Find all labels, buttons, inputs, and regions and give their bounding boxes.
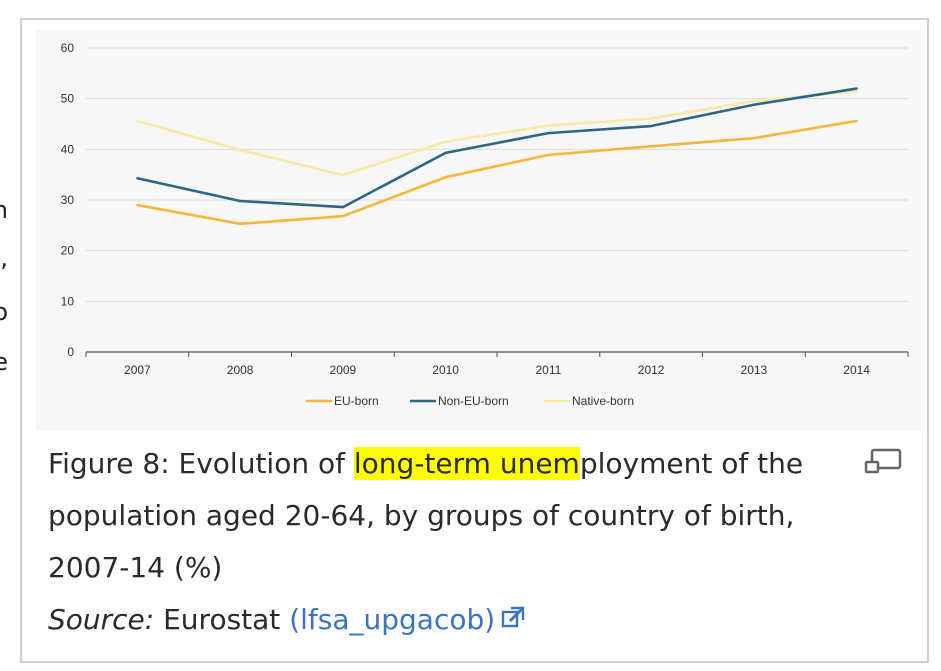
y-tick-label: 0 [67, 345, 74, 359]
series-line-non-eu-born [137, 87, 857, 209]
x-tick-label: 2014 [843, 363, 870, 377]
left-fragment: n [0, 196, 8, 224]
data-point [547, 153, 550, 157]
chart-area: 0 10 20 30 40 50 60 2007 2008 2009 2010 2011 2012 20… [36, 30, 921, 430]
caption-rest: ployment of the population aged 20-64, b… [48, 447, 804, 584]
x-axis-ticks: 2007 2008 2009 2010 2011 2012 2013 2014 [124, 363, 870, 377]
data-point [752, 100, 756, 103]
data-point [649, 124, 653, 128]
legend-label: EU-born [334, 394, 379, 408]
data-point [341, 205, 345, 209]
source-label: Source: [48, 603, 155, 636]
data-point [444, 140, 447, 143]
series-line-native-born [137, 89, 857, 177]
data-point [649, 145, 653, 148]
data-point [136, 203, 139, 207]
data-point [136, 119, 139, 123]
x-tick-label: 2013 [741, 363, 768, 377]
data-point [752, 103, 756, 106]
left-fragment: e [0, 348, 8, 376]
data-point [444, 151, 447, 155]
left-fragment: , [0, 244, 8, 272]
data-point [136, 177, 139, 180]
y-tick-label: 20 [61, 244, 75, 258]
y-tick-label: 10 [61, 294, 75, 308]
y-axis-ticks: 0 10 20 30 40 50 60 [61, 41, 75, 359]
data-point [444, 176, 447, 179]
data-point [855, 119, 858, 123]
x-tick-label: 2012 [638, 363, 665, 377]
source-link[interactable]: (lfsa_upgacob) [289, 603, 496, 636]
legend-label: Native-born [572, 394, 634, 408]
source-provider: Eurostat [154, 603, 290, 636]
data-point [238, 199, 242, 203]
left-fragment: o [0, 298, 8, 326]
data-point [855, 89, 858, 93]
legend-label: Non-EU-born [438, 394, 509, 408]
series-line-eu-born [137, 119, 857, 226]
data-point [649, 117, 653, 120]
y-tick-label: 40 [61, 142, 75, 156]
data-point [855, 87, 858, 90]
y-tick-label: 60 [61, 41, 75, 55]
x-tick-label: 2007 [124, 363, 151, 377]
x-tick-label: 2011 [535, 363, 561, 377]
grid-lines [86, 47, 908, 302]
x-tick-label: 2010 [432, 363, 459, 377]
data-point [238, 148, 242, 152]
y-tick-label: 30 [61, 193, 75, 207]
x-tick-label: 2008 [227, 363, 254, 377]
data-point [547, 124, 550, 127]
legend: EU-born Non-EU-born Native-born [306, 394, 634, 408]
x-axis [85, 351, 909, 357]
expand-icon[interactable] [864, 446, 902, 476]
data-point [341, 173, 345, 177]
caption-highlight: long-term unem [353, 447, 580, 480]
caption-prefix: Figure 8: Evolution of [48, 447, 354, 480]
data-point [341, 215, 345, 218]
data-point [752, 136, 756, 140]
external-link-icon[interactable] [501, 595, 525, 647]
y-tick-label: 50 [61, 92, 75, 106]
figure-container: 0 10 20 30 40 50 60 2007 2008 2009 2010 2011 2012 20… [20, 18, 929, 663]
source-line: Source: Eurostat (lfsa_upgacob) [48, 594, 868, 647]
data-point [547, 131, 550, 135]
x-tick-label: 2009 [330, 363, 357, 377]
truncated-left-text: n , o e [0, 0, 16, 671]
data-point [238, 222, 242, 226]
figure-caption: Figure 8: Evolution of long-term unemplo… [48, 438, 868, 647]
series-lines [136, 87, 858, 226]
